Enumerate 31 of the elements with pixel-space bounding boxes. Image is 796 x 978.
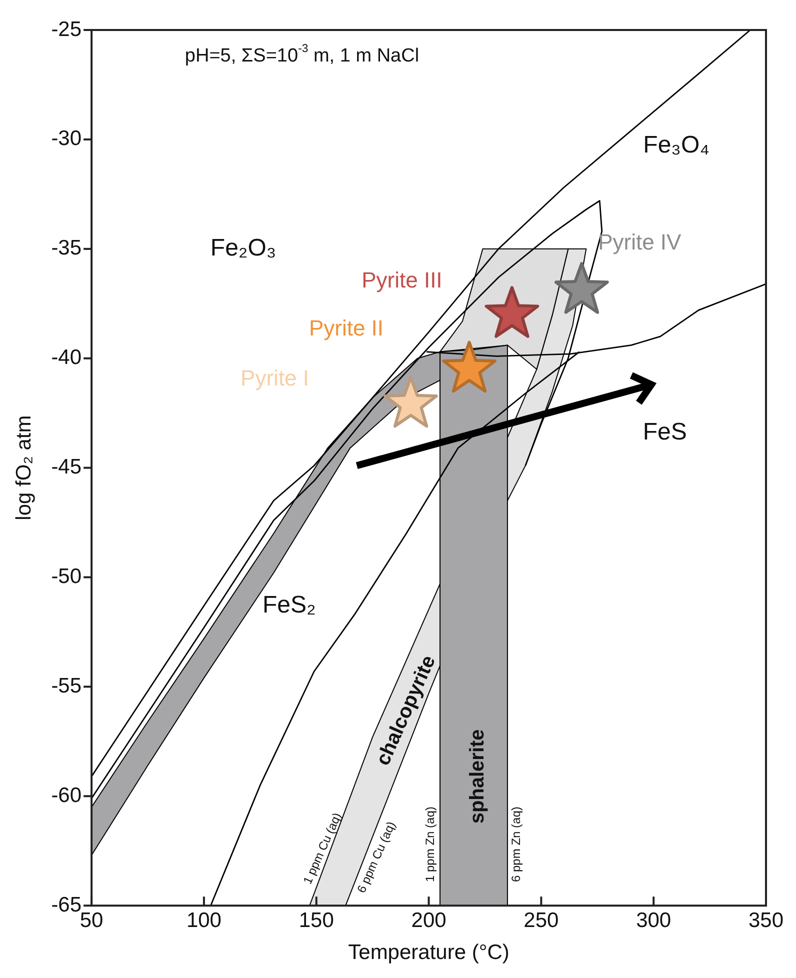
x-tick-label: 150	[298, 908, 334, 932]
annotation: sphalerite	[466, 729, 489, 824]
y-tick-label: -60	[51, 784, 82, 807]
y-tick-label: -35	[51, 236, 82, 260]
x-tick-label: 100	[186, 908, 222, 932]
x-axis-title: Temperature (°C)	[348, 941, 510, 964]
x-tick-label: 300	[636, 908, 672, 932]
y-tick-label: -55	[51, 674, 82, 698]
y-axis-title: log fO₂ atm	[12, 415, 36, 520]
annotation: 6 ppm Cu (aq)	[354, 819, 398, 896]
x-tick-label: 50	[80, 908, 104, 932]
y-tick-label: -40	[51, 346, 82, 370]
text: Pyrite III	[362, 268, 442, 293]
y-tick-label: -25	[51, 18, 82, 41]
annotation: FeS₂	[262, 591, 316, 618]
annotation: 1 ppm Zn (aq)	[423, 806, 438, 882]
x-tick-label: 250	[524, 908, 559, 932]
text: Pyrite II	[308, 315, 384, 340]
x-tick-label: 200	[411, 908, 446, 932]
annotation: 6 ppm Zn (aq)	[508, 806, 523, 882]
text: Pyrite I	[240, 365, 310, 390]
y-tick-label: -30	[51, 127, 82, 150]
annotation: FeS	[642, 418, 687, 446]
y-tick-label: -50	[51, 565, 82, 588]
series-label: Pyrite IV	[598, 230, 682, 255]
x-tick-label: 350	[748, 908, 784, 932]
annotation: 1 ppm Cu (aq)	[300, 810, 344, 886]
annotation: Fe₂O₃	[210, 234, 276, 262]
y-tick-label: -45	[51, 456, 82, 479]
y-tick-label: -65	[51, 893, 82, 916]
annotation: Fe₃O₄	[643, 132, 710, 159]
